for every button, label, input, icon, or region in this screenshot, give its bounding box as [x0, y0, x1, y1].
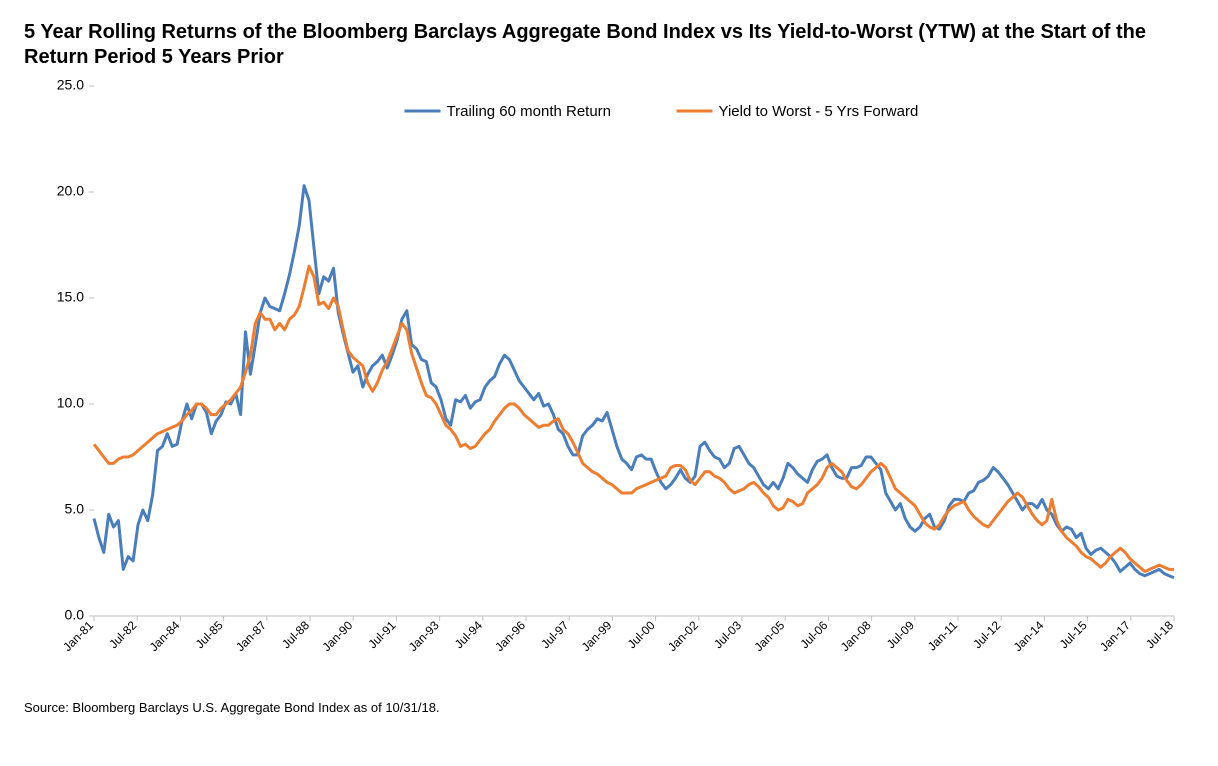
xtick-label: Jan-84	[147, 618, 183, 654]
xtick-label: Jan-11	[925, 618, 960, 653]
xtick-label: Jul-88	[279, 618, 312, 651]
xtick-label: Jan-02	[665, 618, 701, 654]
series-line	[94, 186, 1174, 578]
xtick-label: Jan-90	[319, 618, 355, 654]
xtick-label: Jan-81	[60, 618, 96, 654]
xtick-label: Jan-17	[1097, 618, 1133, 654]
line-chart-svg: 0.0 5.0 10.0 15.0 20.0 25.0 Jan-81 Jul-82Jan-84…	[24, 76, 1194, 696]
xtick-label: Jul-12	[970, 618, 1003, 651]
ytick-label: 5.0	[65, 501, 85, 517]
xtick-label: Jul-06	[798, 618, 831, 651]
xtick-label: Jan-05	[751, 618, 787, 654]
xtick-label: Jul-00	[625, 618, 658, 651]
ytick-label: 10.0	[57, 395, 84, 411]
ytick-label: 20.0	[57, 183, 84, 199]
xtick-label: Jan-14	[1011, 618, 1047, 654]
xtick-label: Jul-94	[452, 618, 485, 651]
legend: Trailing 60 month Return Yield to Worst -…	[405, 103, 919, 120]
series-line	[94, 266, 1174, 571]
xtick-label: Jul-85	[193, 618, 226, 651]
xtick-label: Jan-08	[838, 618, 874, 654]
xtick-label: Jan-99	[579, 618, 615, 654]
ytick-label: 15.0	[57, 289, 84, 305]
legend-label: Yield to Worst - 5 Yrs Forward	[719, 103, 919, 120]
chart-area: 0.0 5.0 10.0 15.0 20.0 25.0 Jan-81 Jul-82Jan-84…	[24, 76, 1194, 696]
xtick-label: Jul-09	[884, 618, 917, 651]
xtick-label: Jul-18	[1143, 618, 1176, 651]
legend-label: Trailing 60 month Return	[447, 103, 612, 120]
xtick-label: Jul-82	[106, 618, 139, 651]
ytick-label: 25.0	[57, 77, 84, 93]
xtick-label: Jul-03	[711, 618, 744, 651]
xtick-label: Jan-93	[406, 618, 442, 654]
xtick-label: Jul-91	[366, 618, 399, 651]
xtick-label: Jan-96	[492, 618, 528, 654]
xtick-label: Jan-87	[233, 618, 269, 654]
source-text: Source: Bloomberg Barclays U.S. Aggregat…	[24, 700, 1194, 715]
ytick-label: 0.0	[65, 607, 85, 623]
chart-title: 5 Year Rolling Returns of the Bloomberg …	[24, 20, 1194, 70]
xtick-label: Jul-15	[1057, 618, 1090, 651]
xtick-label: Jul-97	[538, 618, 571, 651]
